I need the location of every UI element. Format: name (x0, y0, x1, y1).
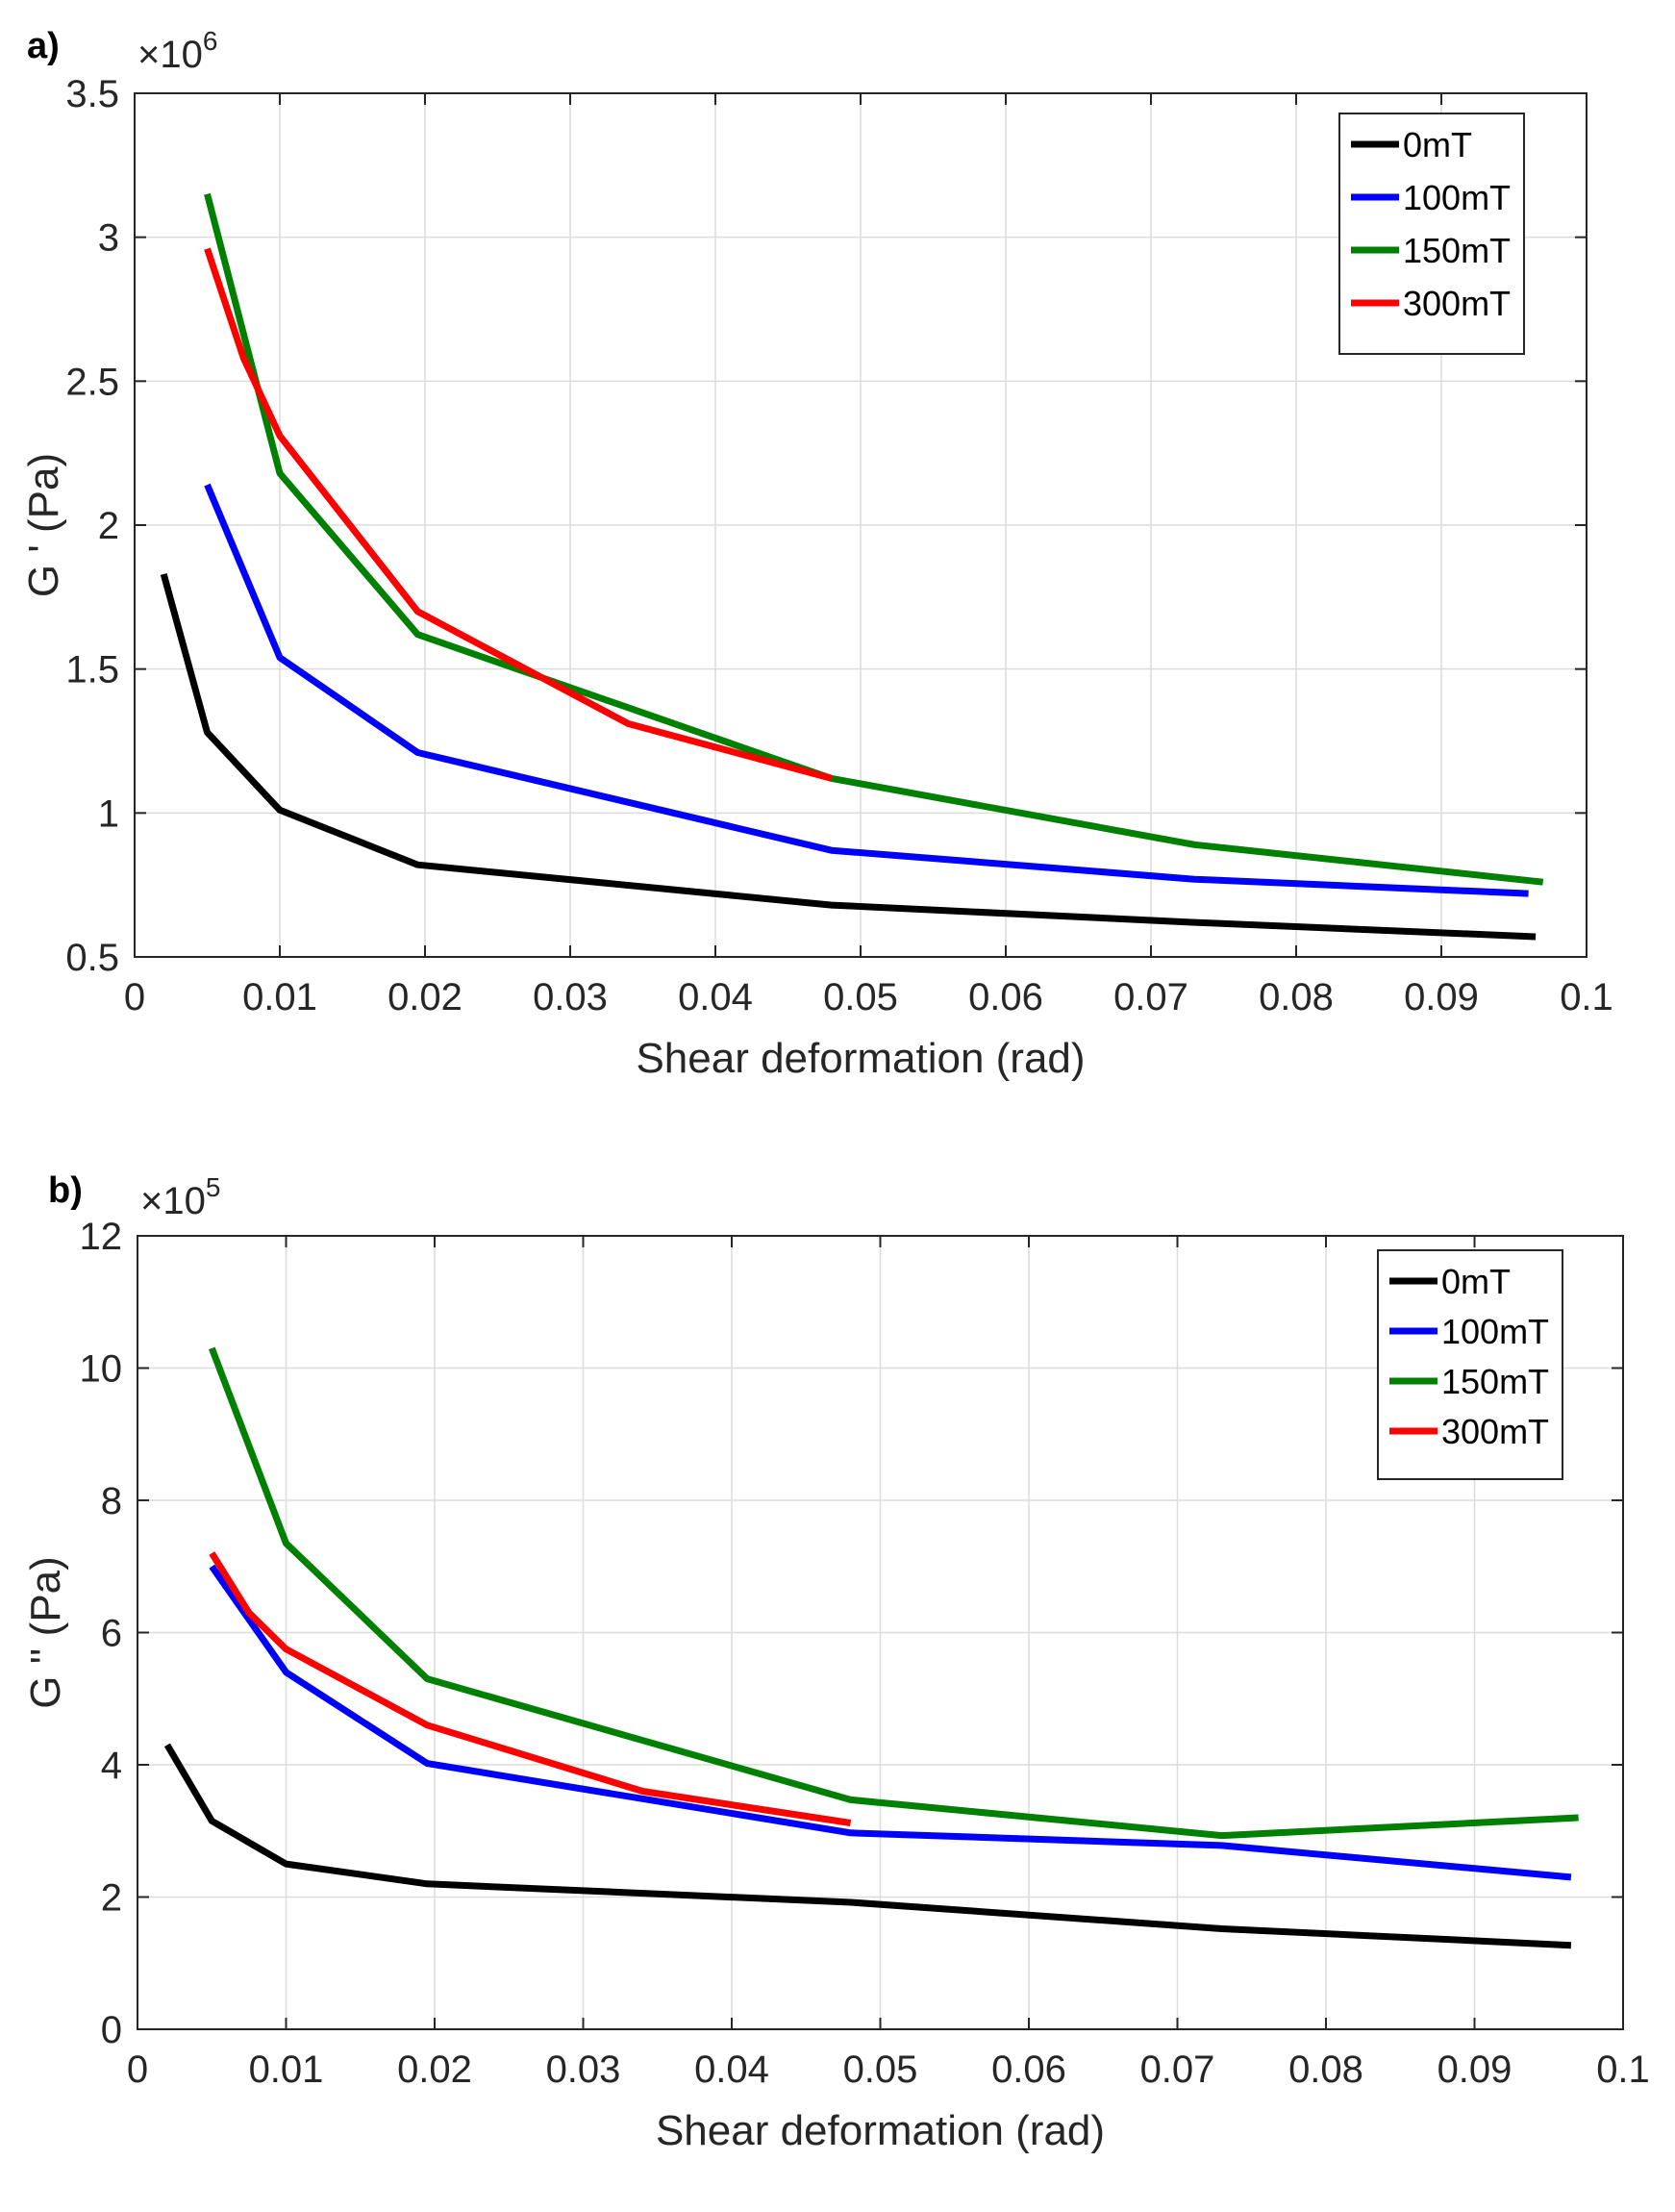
y-axis-multiplier: ×106 (138, 26, 217, 76)
legend-label: 300mT (1441, 1412, 1549, 1451)
y-multiplier-exponent: 5 (206, 1172, 221, 1202)
x-tick-label: 0.07 (1113, 976, 1188, 1018)
legend-label: 100mT (1441, 1312, 1549, 1351)
series-line-0mT (163, 1743, 1572, 1949)
y-tick-label: 12 (80, 1216, 123, 1258)
legend-label: 0mT (1403, 125, 1472, 164)
series-line-150mT (209, 1346, 1579, 1840)
y-multiplier-exponent: 6 (203, 26, 218, 56)
y-axis-label: G ' (Pa) (20, 453, 67, 597)
y-tick-label: 2 (101, 1877, 122, 1920)
x-tick-label: 0.1 (1596, 2049, 1650, 2091)
x-tick-label: 0.02 (397, 2049, 472, 2091)
y-multiplier-base: ×10 (138, 34, 203, 76)
x-tick-label: 0.03 (533, 976, 608, 1018)
series-line-0mT (160, 572, 1537, 941)
y-tick-label: 10 (80, 1348, 123, 1391)
legend-label: 150mT (1403, 231, 1511, 270)
x-tick-label: 0.04 (694, 2049, 769, 2091)
series-line-100mT (209, 1564, 1572, 1881)
x-tick-label: 0.01 (249, 2049, 324, 2091)
series-line-300mT (204, 247, 833, 782)
legend-label: 0mT (1441, 1262, 1511, 1301)
x-tick-label: 0.06 (991, 2049, 1066, 2091)
y-tick-label: 4 (101, 1745, 122, 1787)
y-tick-label: 8 (101, 1480, 122, 1522)
x-tick-label: 0 (124, 976, 145, 1018)
y-tick-label: 3 (98, 217, 119, 260)
x-tick-label: 0.08 (1259, 976, 1334, 1018)
chart-panel-b: 0 0.01 0.02 0.03 0.04 0.05 0.06 0.07 0.08 0.09 0.1… (22, 1170, 1650, 2154)
y-tick-label: 0.5 (65, 937, 119, 979)
series-line-300mT (209, 1551, 852, 1826)
x-tick-label: 0.08 (1288, 2049, 1363, 2091)
legend: 0mT 100mT 150mT 300mT (1377, 1249, 1563, 1480)
x-tick-label: 0.02 (388, 976, 462, 1018)
x-tick-label: 0.04 (678, 976, 753, 1018)
y-axis-multiplier: ×105 (140, 1172, 220, 1222)
legend-box (1338, 113, 1525, 355)
y-tick-label: 6 (101, 1613, 122, 1655)
series-line-150mT (204, 192, 1544, 886)
legend-label: 100mT (1403, 178, 1511, 217)
x-tick-label: 0.07 (1140, 2049, 1215, 2091)
x-tick-label: 0.09 (1404, 976, 1479, 1018)
x-tick-label: 0.03 (546, 2049, 621, 2091)
x-tick-label: 0.05 (843, 2049, 918, 2091)
panel-label: a) (27, 26, 60, 66)
y-tick-label: 2.5 (65, 361, 119, 403)
y-multiplier-base: ×10 (140, 1180, 206, 1222)
legend-label: 300mT (1403, 284, 1511, 323)
y-tick-label: 0 (101, 2009, 122, 2051)
x-tick-label: 0.09 (1438, 2049, 1512, 2091)
legend-box (1377, 1249, 1563, 1480)
y-axis-label: G '' (Pa) (22, 1556, 69, 1709)
series-line-100mT (204, 483, 1529, 897)
x-axis-label: Shear deformation (rad) (656, 2107, 1105, 2154)
chart-panel-a: 0 0.01 0.02 0.03 0.04 0.05 0.06 0.07 0.08 0.09 0.1… (20, 26, 1613, 1082)
y-tick-label: 3.5 (65, 73, 119, 115)
x-tick-label: 0.05 (823, 976, 898, 1018)
legend-label: 150mT (1441, 1362, 1549, 1401)
y-tick-label: 2 (98, 505, 119, 547)
x-axis-label: Shear deformation (rad) (636, 1035, 1085, 1082)
x-tick-label: 0.06 (968, 976, 1043, 1018)
y-tick-label: 1.5 (65, 649, 119, 691)
x-tick-label: 0.01 (242, 976, 317, 1018)
legend: 0mT 100mT 150mT 300mT (1338, 113, 1525, 355)
x-tick-label: 0 (127, 2049, 148, 2091)
y-tick-label: 1 (98, 792, 119, 835)
panel-label: b) (48, 1170, 83, 1211)
x-tick-label: 0.1 (1560, 976, 1613, 1018)
